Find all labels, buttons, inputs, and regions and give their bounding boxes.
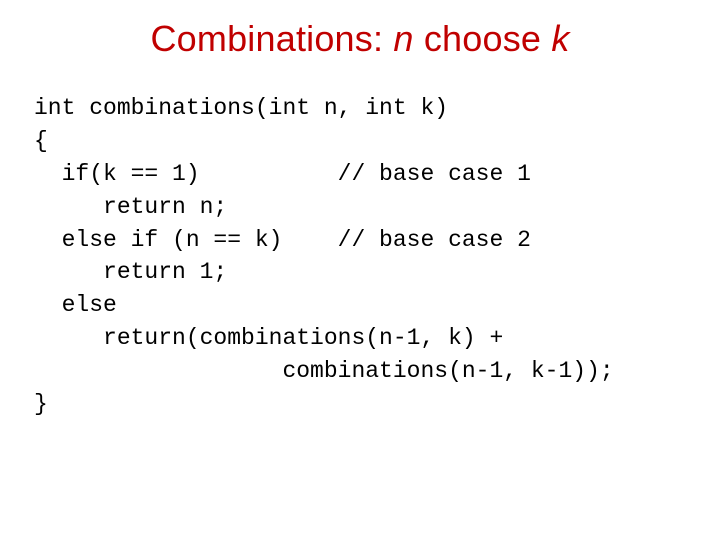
code-line-7: return(combinations(n-1, k) + [34,325,503,351]
code-block: int combinations(int n, int k) { if(k ==… [34,92,686,421]
title-var-n: n [393,18,413,59]
code-line-8: combinations(n-1, k-1)); [34,358,614,384]
code-line-0: int combinations(int n, int k) [34,95,448,121]
title-var-k: k [551,18,569,59]
code-line-5: return 1; [34,259,227,285]
code-line-6: else [34,292,117,318]
title-text-2: choose [414,18,552,59]
page-title: Combinations: n choose k [34,18,686,60]
slide-container: Combinations: n choose k int combination… [0,0,720,540]
title-text-1: Combinations: [150,18,393,59]
code-line-1: { [34,128,48,154]
code-line-2: if(k == 1) // base case 1 [34,161,531,187]
code-line-9: } [34,391,48,417]
code-line-4: else if (n == k) // base case 2 [34,227,531,253]
code-line-3: return n; [34,194,227,220]
